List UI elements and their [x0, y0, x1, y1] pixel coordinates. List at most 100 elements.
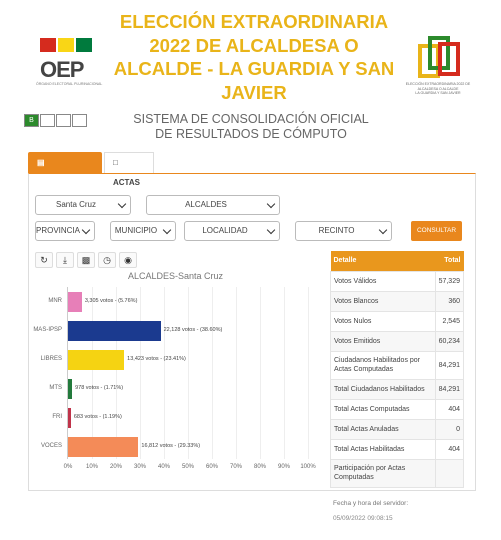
bar-data-label: 22,128 votos - (38.60%) — [163, 327, 223, 333]
tab-label: RESULTADOS — [37, 178, 91, 187]
x-tick-label: 40% — [157, 464, 170, 470]
select-value: ALCALDES — [185, 200, 227, 209]
clock-icon[interactable]: ◷ — [98, 252, 116, 268]
bar-chart-icon[interactable]: ▩ — [77, 252, 95, 268]
table-row: Total Actas Anuladas 0 — [330, 418, 465, 440]
tab-label: ACTAS — [113, 178, 140, 187]
chevron-down-icon — [81, 225, 91, 235]
table-row: Votos Válidos 57,329 — [330, 270, 465, 292]
table-row: Total Actas Computadas 404 — [330, 398, 465, 420]
select-value: PROVINCIA — [36, 226, 81, 235]
lang-option[interactable] — [56, 114, 71, 127]
x-tick-label: 90% — [277, 464, 290, 470]
row-value — [434, 458, 465, 488]
chart-icon: ▤ — [37, 158, 45, 167]
row-label: Votos Blancos — [330, 290, 436, 312]
select-value: Santa Cruz — [55, 200, 97, 209]
lang-option[interactable] — [72, 114, 87, 127]
x-tick-label: 30% — [133, 464, 146, 470]
chart-bar — [68, 292, 82, 312]
row-label: Total Actas Habilitadas — [330, 438, 436, 460]
row-label: Ciudadanos Habilitados por Actas Computa… — [330, 350, 436, 380]
oep-subtitle: ÓRGANO ELECTORAL PLURINACIONAL — [36, 82, 103, 86]
chevron-down-icon — [117, 199, 127, 209]
row-label: Votos Emitidos — [330, 330, 436, 352]
select-value: MUNICIPIO — [114, 226, 158, 235]
election-logo-place: LA GUARDIA Y SAN JAVIER — [415, 91, 461, 95]
bar-data-label: 16,812 votos - (29.33%) — [141, 443, 201, 449]
table-header: Detalle — [330, 251, 436, 271]
results-table: Detalle Total Votos Válidos 57,329 Votos … — [330, 251, 465, 488]
row-value: 0 — [434, 418, 465, 440]
chevron-down-icon — [266, 199, 276, 209]
table-row: Total Ciudadanos Habilitados 84,291 — [330, 378, 465, 400]
x-tick-label: 70% — [229, 464, 242, 470]
lang-option[interactable] — [40, 114, 55, 127]
chart-bar — [68, 350, 125, 370]
election-logo-text: ELECCIÓN EXTRAORDINARIA 2022 DE ALCALDES… — [402, 82, 474, 96]
row-label: Votos Nulos — [330, 310, 436, 332]
chart-gridline — [140, 287, 141, 459]
chart-gridline — [116, 287, 117, 459]
chart-bar — [68, 437, 139, 457]
chart-gridline — [260, 287, 261, 459]
x-tick-label: 10% — [85, 464, 98, 470]
consultar-button[interactable]: CONSULTAR — [411, 221, 462, 241]
row-label: Participación por Actas Computadas — [330, 458, 436, 488]
category-label: MAS-IPSP — [33, 327, 62, 333]
recinto-select[interactable]: RECINTO — [295, 221, 392, 241]
chevron-down-icon — [266, 225, 276, 235]
row-value: 84,291 — [434, 378, 465, 400]
provincia-select[interactable]: PROVINCIA — [35, 221, 95, 241]
row-label: Total Actas Anuladas — [330, 418, 436, 440]
tab-actas[interactable]: □ ACTAS — [104, 152, 154, 187]
category-label: MNR — [48, 298, 62, 304]
tab-resultados[interactable]: ▤ RESULTADOS — [28, 152, 102, 187]
server-time-value: 05/09/2022 09:08:15 — [333, 515, 393, 522]
camera-icon[interactable]: ◉ — [119, 252, 137, 268]
row-value: 404 — [434, 398, 465, 420]
table-row: Ciudadanos Habilitados por Actas Computa… — [330, 350, 465, 380]
bar-data-label: 3,305 votos - (5.76%) — [84, 298, 138, 304]
chart-gridline — [308, 287, 309, 459]
lang-option-active[interactable]: B — [24, 114, 39, 127]
oep-flag-icon — [40, 38, 94, 54]
x-tick-label: 100% — [300, 464, 316, 470]
download-icon[interactable]: ⤓ — [56, 252, 74, 268]
x-tick-label: 20% — [109, 464, 122, 470]
refresh-icon[interactable]: ↻ — [35, 252, 53, 268]
category-label: MTS — [49, 385, 62, 391]
row-value: 60,234 — [434, 330, 465, 352]
category-label: VOCES — [40, 443, 62, 449]
table-row: Total Actas Habilitadas 404 — [330, 438, 465, 460]
table-header: Total — [435, 251, 464, 271]
chart-gridline — [212, 287, 213, 459]
chart-gridline — [164, 287, 165, 459]
chevron-down-icon — [162, 225, 172, 235]
bar-data-label: 978 votos - (1.71%) — [75, 385, 124, 391]
municipio-select[interactable]: MUNICIPIO — [110, 221, 176, 241]
departamento-select[interactable]: Santa Cruz — [35, 195, 131, 215]
chart-gridline — [236, 287, 237, 459]
chart-title: ALCALDES-Santa Cruz — [128, 271, 224, 281]
select-value: LOCALIDAD — [202, 226, 248, 235]
document-icon: □ — [113, 158, 118, 167]
x-tick-label: 0% — [63, 464, 73, 470]
cargo-select[interactable]: ALCALDES — [146, 195, 280, 215]
chart-bar — [68, 379, 73, 399]
localidad-select[interactable]: LOCALIDAD — [184, 221, 280, 241]
row-value: 84,291 — [434, 350, 465, 380]
bar-data-label: 683 votos - (1.19%) — [73, 414, 122, 420]
x-tick-label: 50% — [181, 464, 194, 470]
row-label: Total Ciudadanos Habilitados — [330, 378, 436, 400]
results-panel — [28, 173, 476, 491]
chart-gridline — [92, 287, 93, 459]
chart-bar — [68, 408, 71, 428]
bar-data-label: 13,423 votos - (23.41%) — [127, 356, 186, 362]
table-row: Votos Emitidos 60,234 — [330, 330, 465, 352]
x-tick-label: 80% — [253, 464, 266, 470]
row-label: Votos Válidos — [330, 270, 436, 292]
row-value: 360 — [434, 290, 465, 312]
row-value: 404 — [434, 438, 465, 460]
row-label: Total Actas Computadas — [330, 398, 436, 420]
